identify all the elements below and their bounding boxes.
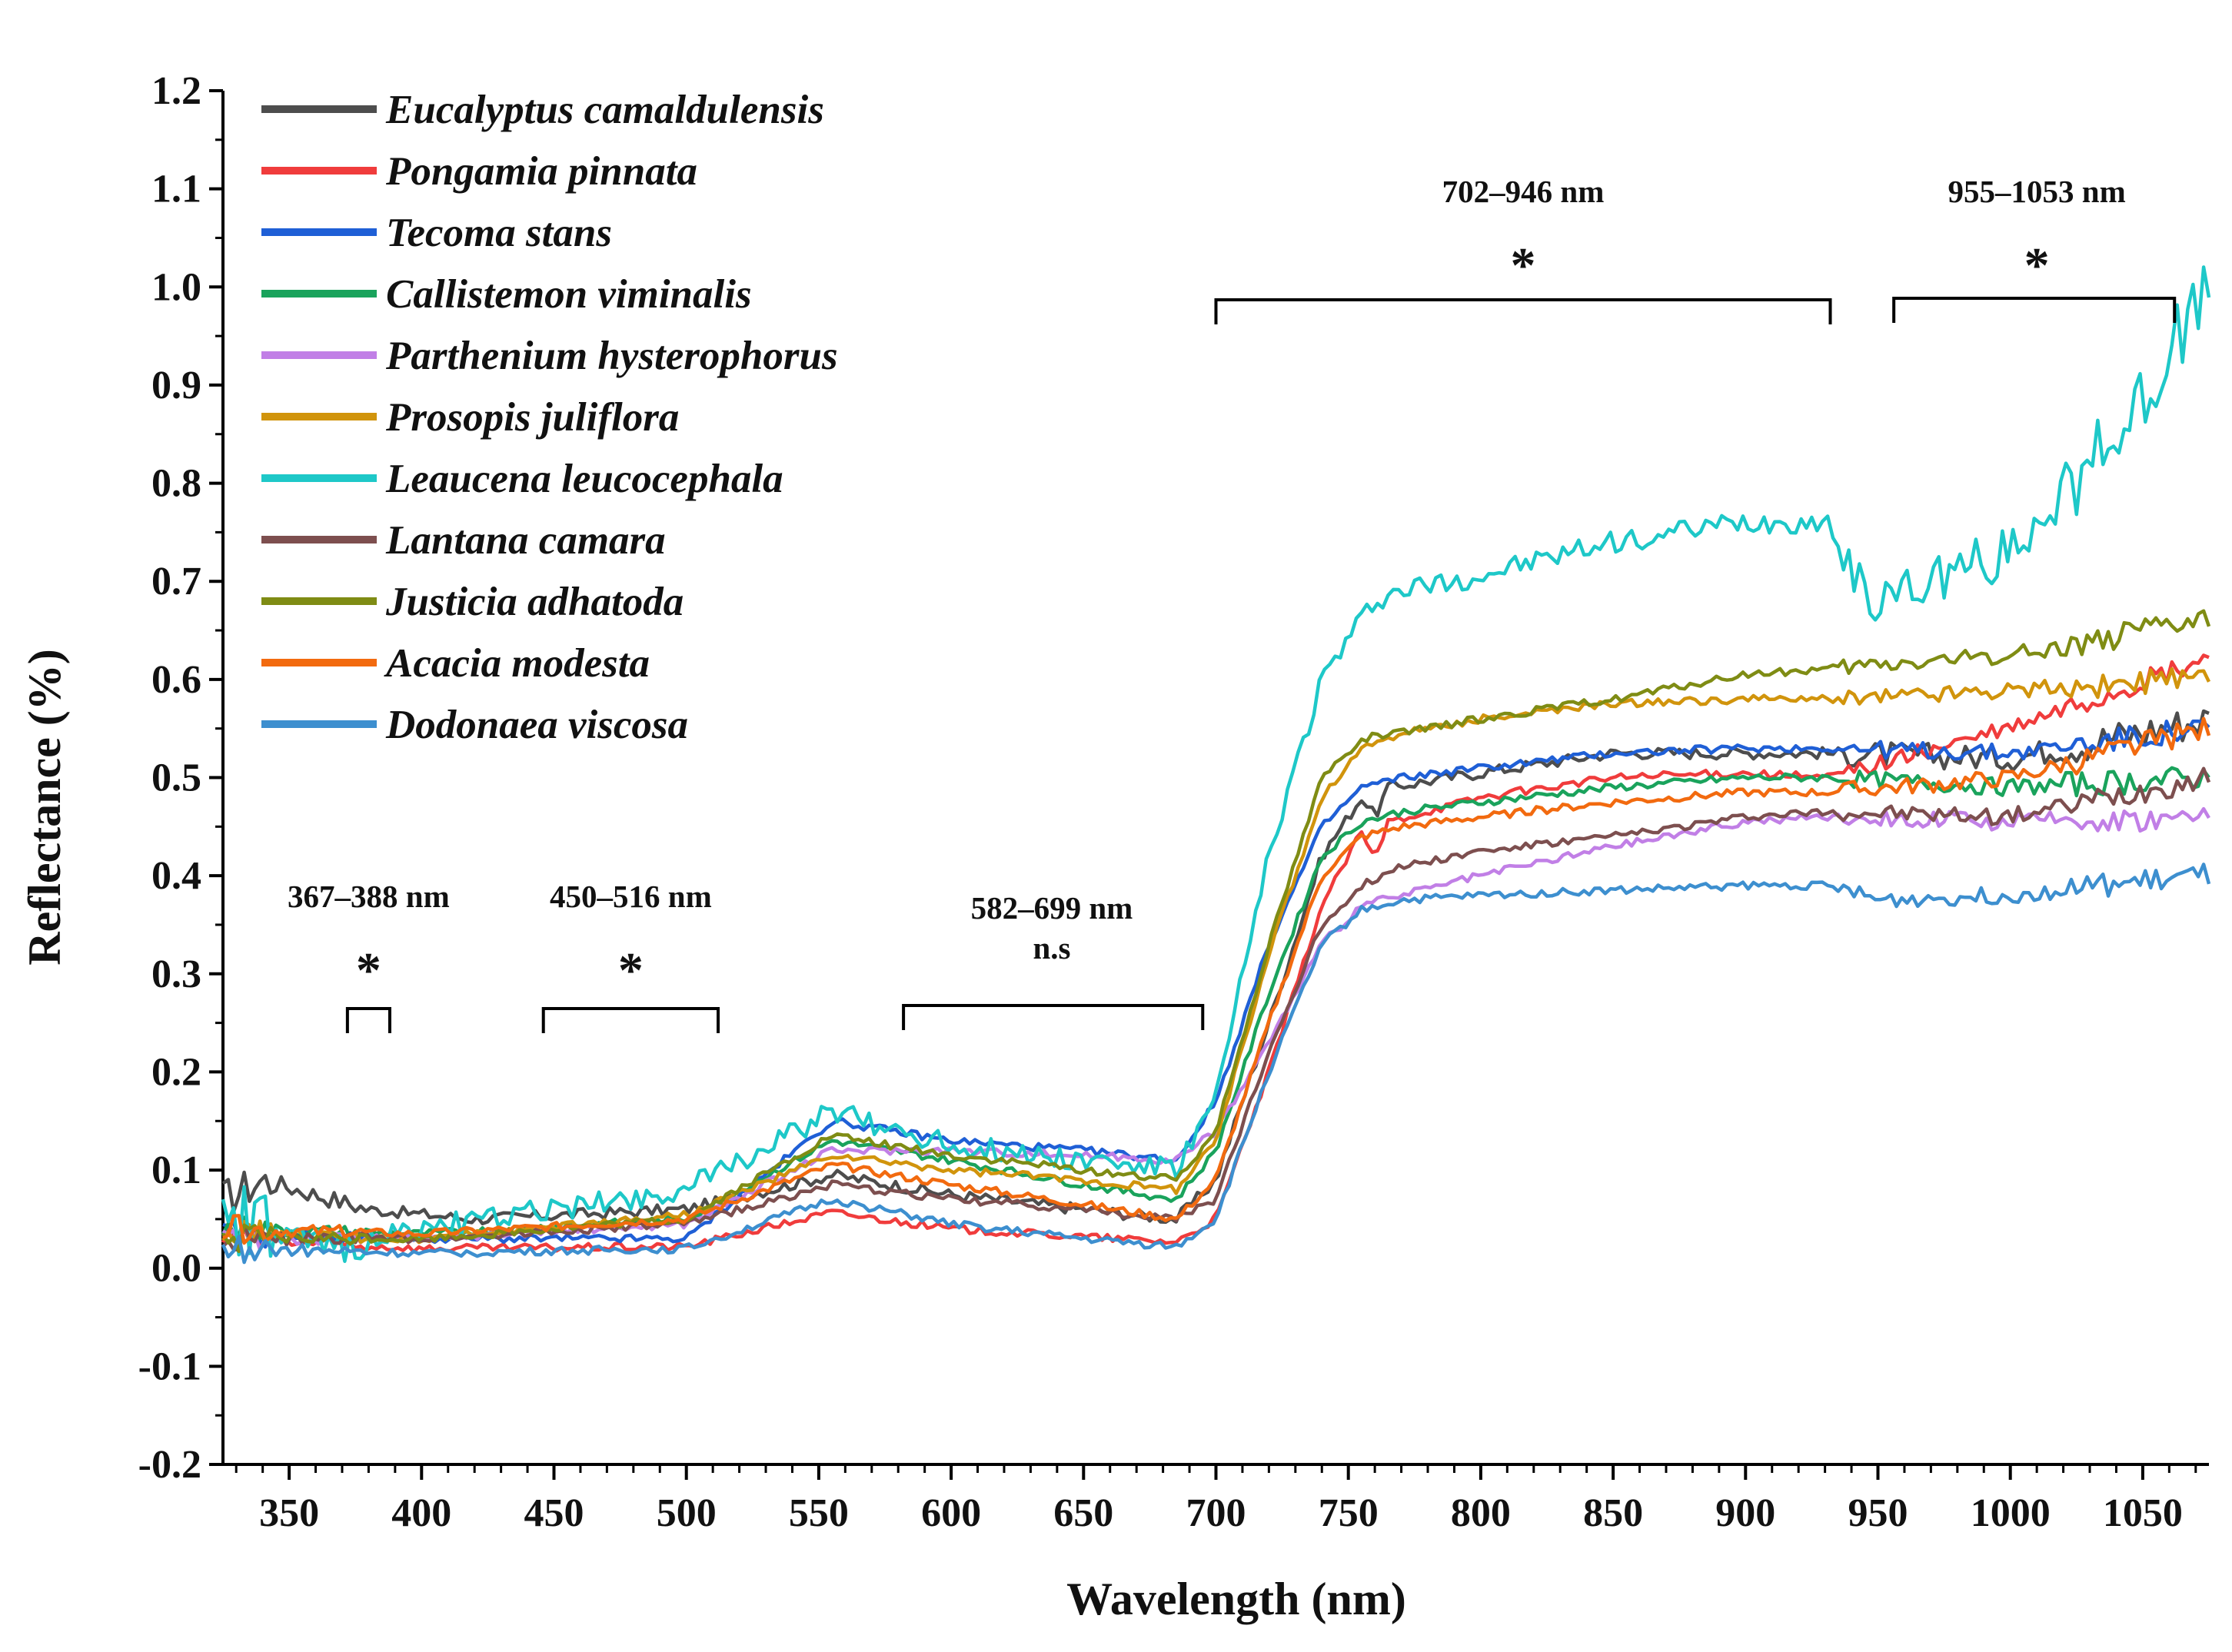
annotation-range-label: 955–1053 nm bbox=[1948, 174, 2126, 209]
y-tick-label: 0.6 bbox=[151, 658, 201, 702]
legend-label: Tecoma stans bbox=[386, 211, 612, 255]
legend-label: Prosopis juliflora bbox=[385, 395, 679, 440]
y-tick-label: -0.2 bbox=[138, 1443, 201, 1487]
x-tick-label: 750 bbox=[1319, 1491, 1379, 1535]
legend-label: Dodonaea viscosa bbox=[385, 703, 688, 747]
y-tick-label: 0.0 bbox=[151, 1247, 201, 1291]
y-axis-title: Reflectance (%) bbox=[19, 649, 70, 965]
annotation-range-label: 367–388 nm bbox=[288, 879, 450, 914]
annotation-bracket bbox=[1214, 298, 1832, 324]
series-line-leaucena-leucocephala bbox=[221, 265, 2211, 1263]
x-tick-label: 900 bbox=[1715, 1491, 1775, 1535]
y-tick-label: -0.1 bbox=[138, 1345, 201, 1388]
x-tick-label: 550 bbox=[789, 1491, 849, 1535]
x-tick-label: 800 bbox=[1451, 1491, 1511, 1535]
legend: Eucalyptus camaldulensis Pongamia pinnata… bbox=[261, 88, 838, 747]
series-line-tecoma-stans bbox=[222, 719, 2210, 1249]
x-tick-label: 850 bbox=[1583, 1491, 1643, 1535]
y-tick-label: 0.8 bbox=[151, 462, 201, 506]
y-tick-label: 0.1 bbox=[151, 1148, 201, 1192]
y-tick-label: 0.9 bbox=[151, 364, 201, 407]
y-tick-label: 0.2 bbox=[151, 1050, 201, 1094]
legend-label: Callistemon viminalis bbox=[386, 272, 752, 317]
annotation-range-label: 702–946 nm bbox=[1442, 174, 1605, 209]
x-tick-label: 1000 bbox=[1971, 1491, 2051, 1535]
annotation-bracket bbox=[902, 1004, 1205, 1030]
y-tick-label: 0.4 bbox=[151, 854, 201, 898]
x-tick-label: 1050 bbox=[2103, 1491, 2183, 1535]
annotation-significance-mark: * bbox=[1511, 238, 1536, 294]
annotation-significance-mark: n.s bbox=[1033, 930, 1070, 966]
x-tick-label: 450 bbox=[524, 1491, 584, 1535]
legend-label: Leaucena leucocephala bbox=[385, 457, 783, 501]
x-tick-label: 500 bbox=[657, 1491, 717, 1535]
legend-label: Acacia modesta bbox=[384, 641, 650, 686]
x-tick-label: 600 bbox=[921, 1491, 981, 1535]
x-tick-label: 350 bbox=[259, 1491, 319, 1535]
legend-label: Lantana camara bbox=[385, 518, 666, 563]
series-line-lantana-camara bbox=[221, 766, 2211, 1252]
annotation-bracket bbox=[541, 1007, 720, 1033]
annotations-layer: 367–388 nm * 450–516 nm * 582–699 nm n.s 702–9… bbox=[288, 174, 2177, 1033]
legend-label: Justicia adhatoda bbox=[385, 580, 684, 624]
series-line-pongamia-pinnata bbox=[221, 653, 2210, 1254]
series-line-acacia-modesta bbox=[221, 716, 2211, 1245]
axes-layer: -0.2 -0.1 0.0 0.1 0.2 0.3 0.4 0.5 0.6 0.7 0.8 0.9 1.… bbox=[138, 69, 2209, 1535]
x-tick-label: 700 bbox=[1186, 1491, 1246, 1535]
annotation-range-label: 450–516 nm bbox=[550, 879, 712, 914]
y-tick-label: 1.1 bbox=[151, 168, 201, 211]
y-tick-label: 0.5 bbox=[151, 756, 201, 800]
series-layer bbox=[221, 265, 2211, 1265]
annotation-significance-mark: * bbox=[618, 942, 644, 999]
x-tick-label: 650 bbox=[1053, 1491, 1113, 1535]
x-tick-label: 950 bbox=[1848, 1491, 1908, 1535]
y-tick-label: 0.3 bbox=[151, 952, 201, 996]
annotation-bracket bbox=[1892, 297, 2177, 323]
legend-label: Parthenium hysterophorus bbox=[385, 334, 838, 378]
annotation-bracket bbox=[345, 1007, 391, 1033]
series-line-dodonaea-viscosa bbox=[221, 863, 2211, 1265]
legend-label: Eucalyptus camaldulensis bbox=[385, 88, 824, 132]
y-tick-label: 0.7 bbox=[151, 560, 201, 603]
y-tick-label: 1.0 bbox=[151, 265, 201, 309]
series-line-prosopis-juliflora bbox=[221, 666, 2211, 1245]
x-tick-label: 400 bbox=[391, 1491, 451, 1535]
y-tick-label: 1.2 bbox=[151, 69, 201, 113]
legend-label: Pongamia pinnata bbox=[385, 149, 697, 194]
x-axis-title: Wavelength (nm) bbox=[1066, 1574, 1406, 1624]
series-line-parthenium-hysterophorus bbox=[221, 806, 2210, 1252]
annotation-significance-mark: * bbox=[356, 942, 381, 999]
series-line-justicia-adhatoda bbox=[221, 609, 2211, 1254]
annotation-significance-mark: * bbox=[2024, 238, 2050, 294]
annotation-range-label: 582–699 nm bbox=[971, 890, 1133, 926]
series-line-callistemon-viminalis bbox=[221, 766, 2210, 1243]
